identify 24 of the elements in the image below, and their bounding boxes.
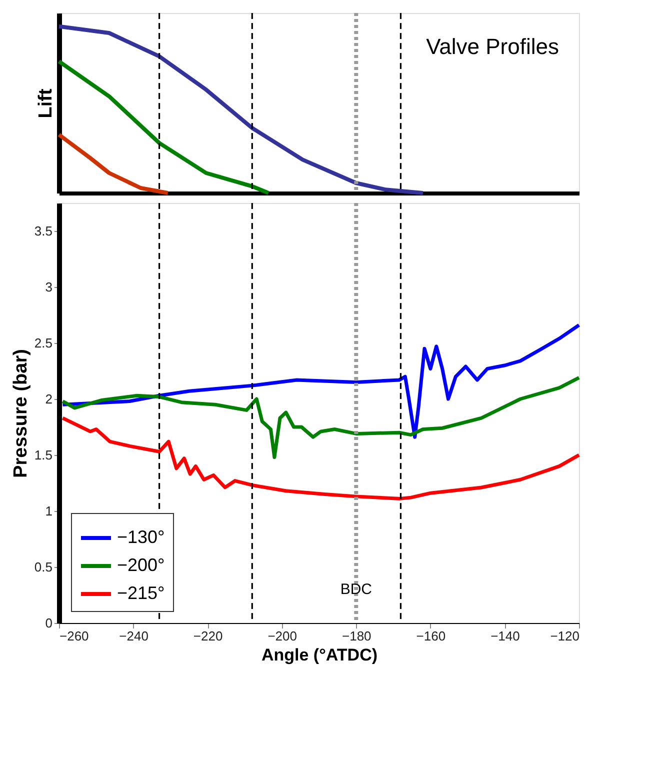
y-tick-label: 0.5 [34, 560, 52, 574]
y-tick-label: 2 [45, 392, 52, 406]
x-tick-label: −180 [342, 628, 372, 644]
legend-label: −130° [117, 527, 165, 547]
x-tick-label: −160 [416, 628, 446, 644]
y-tick-label: 0 [45, 616, 52, 630]
legend-label: −215° [117, 583, 165, 603]
x-tick-label: −220 [193, 628, 223, 644]
ref-line-label: BDC [340, 581, 372, 598]
y-tick-label: 3 [45, 280, 52, 294]
x-tick-label: −200 [268, 628, 298, 644]
y-axis-title: Lift [36, 88, 56, 118]
x-tick-label: −120 [550, 628, 580, 644]
y-tick-label: 1 [45, 504, 52, 518]
x-tick-label: −240 [119, 628, 148, 644]
x-tick-label: −260 [60, 628, 89, 644]
x-axis-title: Angle (°ATDC) [261, 646, 378, 664]
y-tick-label: 1.5 [34, 448, 52, 462]
y-tick-label: 2.5 [34, 336, 52, 350]
x-tick-label: −140 [490, 628, 520, 644]
annotation: Valve Profiles [426, 34, 559, 59]
legend-label: −200° [117, 555, 165, 575]
y-tick-label: 3.5 [34, 224, 52, 238]
y-axis-title: Pressure (bar) [10, 349, 32, 478]
